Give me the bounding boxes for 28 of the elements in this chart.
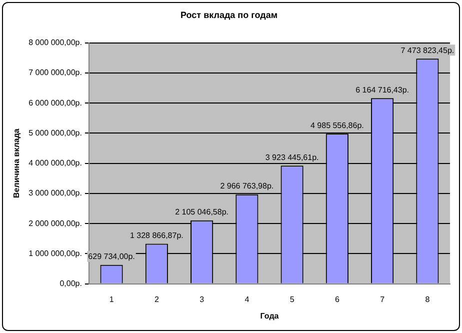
x-tick-label: 5 [290, 294, 295, 304]
y-tick-label: 0,00р. [60, 279, 82, 288]
y-tick-label: 2 000 000,00р. [28, 218, 82, 228]
y-tick-label: 7 000 000,00р. [28, 68, 82, 78]
data-label: 7 473 823,45р. [400, 46, 454, 55]
y-tick-label: 1 000 000,00р. [28, 248, 82, 258]
y-tick-label: 5 000 000,00р. [28, 128, 82, 138]
x-tick-label: 2 [154, 294, 160, 304]
x-tick-label: 8 [425, 294, 430, 304]
x-tick-label: 6 [334, 294, 340, 304]
y-tick-label: 4 000 000,00р. [28, 158, 82, 168]
y-tick-label: 3 000 000,00р. [28, 188, 82, 198]
chart-title: Рост вклада по годам [180, 10, 278, 20]
x-axis-title: Года [260, 311, 280, 320]
data-label: 3 923 445,61р. [265, 152, 319, 162]
y-tick-label: 6 000 000,00р. [28, 98, 82, 108]
data-label: 2 105 046,58р. [175, 208, 228, 217]
data-label: 629 734,00р. [88, 252, 135, 262]
x-tick-label: 7 [380, 294, 386, 304]
data-label: 4 985 556,86р. [310, 120, 364, 130]
y-tick-label: 8 000 000,00р. [28, 38, 82, 48]
data-label: 2 966 763,98р. [220, 182, 274, 191]
y-axis-title: Величина вклада [12, 128, 22, 198]
x-tick-label: 4 [244, 294, 250, 304]
x-tick-label: 3 [200, 294, 205, 304]
data-label: 1 328 866,87р. [130, 230, 184, 240]
data-label: 6 164 716,43р. [356, 85, 410, 94]
x-tick-label: 1 [109, 294, 114, 304]
